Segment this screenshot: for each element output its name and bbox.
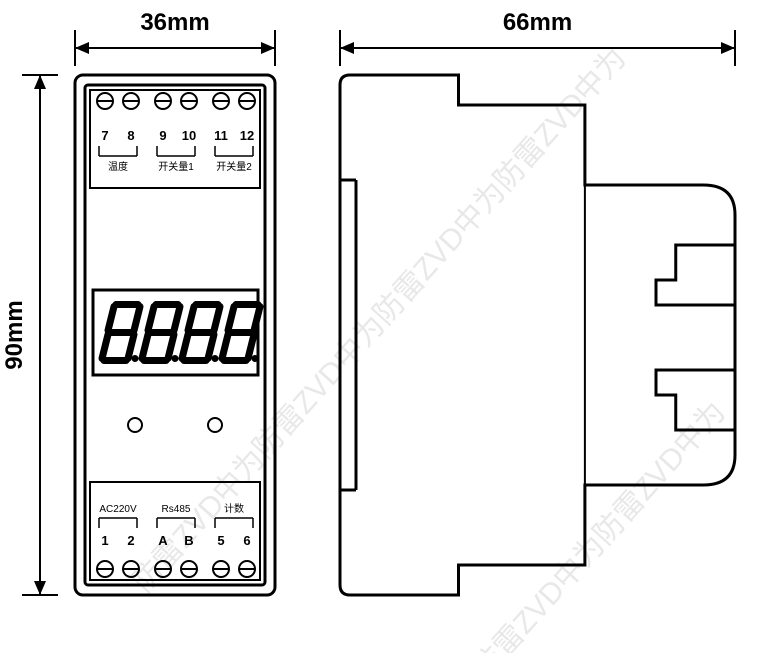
terminal-number: 12: [240, 128, 254, 143]
terminal-number: 9: [159, 128, 166, 143]
terminal-number: 7: [101, 128, 108, 143]
dimension-label: 90mm: [1, 300, 28, 369]
dimension-label: 36mm: [140, 9, 209, 36]
terminal-number: 11: [214, 128, 228, 143]
terminal-group-label: Rs485: [162, 504, 191, 515]
terminal-group-label: 计数: [224, 502, 244, 515]
terminal-number: A: [158, 533, 168, 548]
terminal-number: B: [184, 533, 193, 548]
terminal-group-label: 温度: [108, 160, 128, 173]
terminal-group-label: AC220V: [99, 504, 137, 515]
terminal-group-label: 开关量2: [216, 160, 252, 173]
terminal-number: 8: [127, 128, 134, 143]
terminal-number: 6: [243, 533, 250, 548]
terminal-number: 10: [182, 128, 196, 143]
terminal-group-label: 开关量1: [158, 160, 194, 173]
dimension-label: 66mm: [503, 9, 572, 36]
terminal-number: 5: [217, 533, 224, 548]
terminal-number: 2: [127, 533, 134, 548]
terminal-number: 1: [101, 533, 108, 548]
